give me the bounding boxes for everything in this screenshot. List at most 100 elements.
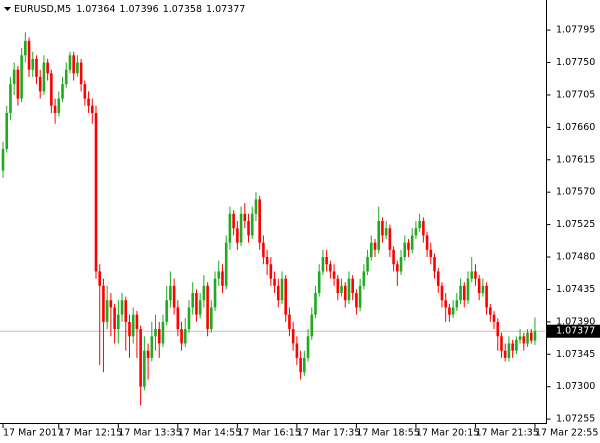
candle-body [455,300,459,308]
candle-body [135,314,139,330]
candle-body [399,257,403,272]
candle-body [448,307,451,315]
price-tag [547,324,600,338]
candle-body [329,264,332,272]
candle-body [27,40,31,70]
candle-body [247,221,250,236]
candle-body [388,228,392,250]
candle-body [24,40,27,56]
candle-body [518,336,522,340]
candle-body [53,105,57,113]
y-tick-label: 1.07750 [556,57,595,68]
y-tick-label: 1.07480 [556,252,595,263]
x-tick-label: 17 Mar 16:15 [237,428,300,439]
header-close: 1.07377 [206,4,245,15]
candle-body [369,242,373,258]
candle-body [169,285,172,301]
y-tick-label: 1.07300 [556,381,595,392]
candle-body [489,307,492,315]
candle-body [1,148,5,171]
candle-body [124,300,128,322]
candle-body [422,221,425,236]
candle-body [57,98,61,113]
header-low: 1.07358 [163,4,202,15]
chart-header: EURUSD,M5 1.07364 1.07396 1.07358 1.07377 [14,4,245,15]
candle-body [139,329,142,387]
candle-body [425,235,429,250]
candle-body [377,221,381,250]
candle-body [325,257,328,265]
y-tick-label: 1.07435 [556,284,595,295]
candle-body [5,112,9,149]
candle-body [343,285,347,301]
candle-body [340,285,343,294]
candle-body [72,55,75,74]
candle-body [436,271,440,286]
candle-body [414,228,418,236]
candle-body [418,221,421,229]
candle-body [191,293,195,308]
candle-body [273,278,276,286]
y-tick-label: 1.07255 [556,414,595,425]
candle-body [262,242,265,258]
candle-body [113,307,116,330]
symbol-icon [4,7,11,11]
candle-body [161,321,165,344]
candle-body [154,329,157,337]
candle-body [128,321,131,337]
candle-body [150,336,154,358]
candle-body [515,339,518,351]
candle-body [440,285,444,301]
candle-body [485,285,488,308]
candle-body [384,228,388,236]
candle-body [232,213,235,229]
candle-body [403,242,407,258]
candle-body [243,213,247,222]
header-open: 1.07364 [76,4,115,15]
candle-body [269,264,273,279]
candle-body [224,242,228,286]
x-tick-label: 17 Mar 22:55 [535,428,598,439]
candle-body [157,329,161,344]
candle-body [109,300,113,308]
candle-body [381,221,384,236]
candle-body [46,62,49,74]
candle-body [265,257,269,265]
candle-body [407,242,410,250]
x-tick-label: 17 Mar 14:55 [178,428,241,439]
candle-body [317,271,321,294]
candle-body [180,329,183,344]
candle-body [198,300,202,315]
candle-body [332,271,336,279]
x-tick-label: 17 Mar 12:15 [59,428,122,439]
candle-body [16,69,20,99]
candle-body [526,332,529,344]
candle-body [355,293,358,308]
candle-body [38,76,42,92]
candle-body [358,285,362,308]
candle-body [83,84,87,99]
candle-body [366,257,369,272]
candle-body [533,331,537,341]
candle-body [120,300,124,315]
candle-body [20,55,23,99]
candle-body [492,314,496,322]
candle-body [236,228,239,243]
candle-body [9,84,12,113]
candle-body [79,62,83,85]
candle-body [433,257,436,272]
candle-body [35,58,38,77]
y-tick-label: 1.07795 [556,25,595,36]
y-tick-label: 1.07345 [556,349,595,360]
candle-body [165,300,168,322]
candle-body [76,62,79,74]
candle-body [90,105,94,113]
candle-body [507,343,511,358]
candle-body [68,55,72,70]
candle-body [117,314,120,330]
candle-body [511,343,514,351]
candle-body [258,199,261,243]
plot [0,32,547,406]
candle-body [321,257,325,272]
